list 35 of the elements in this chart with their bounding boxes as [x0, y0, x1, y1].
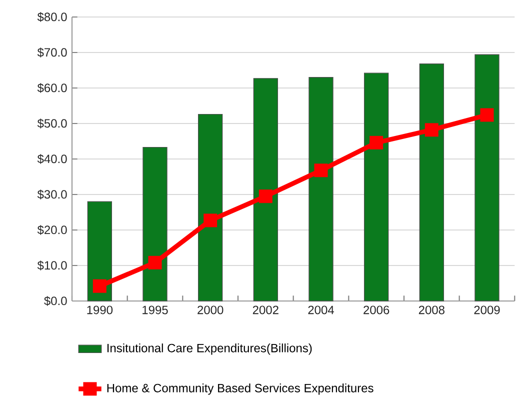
bar: [474, 54, 500, 302]
x-tick-label: 2008: [418, 306, 444, 314]
x-tick-label: 2000: [198, 306, 224, 314]
bar: [364, 72, 389, 302]
point: [480, 108, 494, 122]
x-tick-label: 2006: [364, 306, 390, 314]
point: [92, 279, 106, 293]
bar: [253, 78, 278, 302]
bar: [198, 114, 223, 302]
legend-label: Home & Community Based Services Expenditures: [107, 384, 374, 395]
x-tick-label: 2002: [252, 306, 278, 314]
x-tick-label: 2009: [474, 306, 500, 314]
x-tick-label: 1995: [142, 306, 168, 314]
point: [148, 256, 162, 270]
point: [424, 123, 438, 137]
bar: [87, 201, 112, 302]
y-tick-label: $40.0: [37, 154, 67, 164]
y-tick-label: $10.0: [37, 260, 67, 270]
x-tick-label: 2004: [308, 306, 334, 314]
y-tick-label: $70.0: [37, 48, 67, 58]
point: [370, 136, 384, 150]
y-tick-label: $60.0: [37, 83, 67, 93]
y-tick-label: $20.0: [37, 225, 67, 235]
y-tick-label: $50.0: [37, 118, 67, 128]
point: [258, 190, 272, 204]
point: [314, 164, 328, 178]
y-tick-label: $0.0: [44, 296, 67, 306]
bar: [142, 146, 168, 302]
legend-label: Insitutional Care Expenditures(Billions): [107, 344, 312, 355]
x-tick-label: 1990: [87, 306, 113, 314]
y-tick-label: $30.0: [37, 190, 67, 200]
bar: [419, 64, 444, 302]
y-tick-label: $80.0: [37, 12, 67, 22]
bar: [308, 77, 334, 302]
point: [204, 214, 218, 228]
